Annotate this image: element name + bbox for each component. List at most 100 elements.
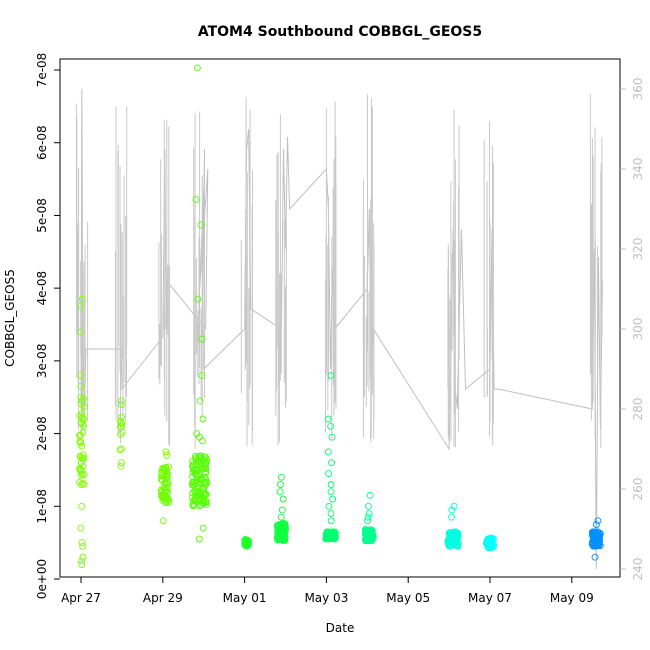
- data-point: [195, 484, 203, 492]
- data-point: [327, 517, 335, 525]
- y2-tick-label: 360: [631, 78, 645, 101]
- x-tick-label: Apr 29: [143, 591, 183, 605]
- data-point: [488, 534, 496, 542]
- y2-tick-label: 260: [631, 478, 645, 501]
- data-point: [77, 371, 85, 379]
- x-axis-label: Date: [326, 621, 355, 635]
- data-point: [276, 488, 284, 496]
- data-point: [278, 534, 286, 542]
- data-point: [244, 537, 251, 545]
- data-point: [277, 473, 285, 481]
- data-point: [195, 535, 203, 543]
- data-point: [163, 472, 171, 480]
- data-point: [364, 517, 372, 525]
- data-point: [163, 479, 170, 487]
- data-point: [78, 442, 86, 450]
- data-point: [323, 531, 331, 539]
- data-point: [277, 481, 284, 488]
- data-point: [448, 506, 456, 514]
- y-tick-label: 5e-08: [35, 198, 49, 233]
- data-point: [327, 481, 335, 488]
- trace-spikes: [158, 119, 171, 447]
- data-point: [486, 534, 494, 542]
- data-point: [596, 542, 604, 550]
- data-point: [197, 221, 205, 229]
- data-point: [452, 532, 460, 540]
- data-point: [75, 478, 83, 486]
- x-tick-label: May 07: [468, 591, 512, 605]
- data-point: [78, 557, 86, 565]
- data-point: [588, 528, 596, 536]
- data-point: [79, 542, 87, 550]
- y2-tick-label: 340: [631, 158, 645, 181]
- data-point: [158, 472, 166, 480]
- data-point: [77, 328, 85, 336]
- trace-spikes: [275, 114, 287, 446]
- y-tick-label: 4e-08: [35, 271, 49, 306]
- data-point: [273, 522, 281, 530]
- data-point: [78, 295, 86, 303]
- data-point: [591, 553, 599, 561]
- data-point: [188, 473, 196, 481]
- data-point: [199, 415, 207, 423]
- data-point: [279, 495, 287, 503]
- y-tick-label: 6e-08: [35, 125, 49, 160]
- data-point: [78, 502, 86, 510]
- plot-frame: [59, 58, 621, 578]
- data-point: [191, 487, 198, 495]
- data-point: [161, 492, 169, 500]
- data-point: [117, 430, 124, 438]
- data-point: [117, 397, 125, 405]
- data-point: [189, 501, 197, 509]
- data-point: [200, 473, 208, 481]
- data-point: [448, 513, 456, 521]
- data-point: [200, 456, 208, 464]
- data-point: [194, 295, 202, 303]
- data-point: [117, 462, 125, 470]
- data-point: [77, 481, 85, 488]
- data-point: [199, 437, 206, 445]
- data-point: [324, 448, 332, 456]
- data-point: [118, 459, 125, 467]
- data-point: [163, 483, 171, 491]
- data-point: [199, 524, 207, 532]
- x-axis: Apr 27 Apr 29 May 01 May 03 May 05 May 07 May …: [61, 577, 594, 605]
- data-point: [327, 371, 335, 379]
- y2-tick-label: 240: [631, 558, 645, 581]
- data-point: [77, 438, 85, 446]
- data-point: [164, 480, 172, 488]
- x-tick-label: May 01: [223, 591, 267, 605]
- trace-spikes: [325, 101, 337, 439]
- data-point: [192, 454, 200, 462]
- data-point: [78, 397, 86, 405]
- data-point: [281, 524, 289, 532]
- x-tick-label: May 05: [386, 591, 430, 605]
- x-tick-label: May 09: [550, 591, 594, 605]
- data-point: [327, 488, 335, 496]
- y-tick-label: 2e-08: [35, 416, 49, 451]
- data-point: [281, 522, 289, 529]
- trace-spikes: [240, 96, 253, 447]
- data-point: [364, 513, 372, 521]
- data-point: [364, 502, 372, 510]
- data-point: [484, 542, 491, 550]
- data-point: [197, 497, 205, 505]
- data-point: [80, 415, 87, 423]
- data-point: [78, 455, 86, 463]
- data-point: [274, 533, 282, 541]
- data-point: [78, 561, 86, 568]
- data-point: [199, 485, 206, 492]
- data-point: [445, 542, 453, 550]
- data-point: [327, 422, 335, 430]
- y-tick-label: 1e-08: [35, 489, 49, 524]
- data-point: [192, 461, 200, 469]
- data-point: [117, 401, 125, 408]
- data-point: [202, 475, 210, 483]
- data-point: [324, 415, 332, 423]
- data-point: [365, 510, 373, 518]
- y-axis-label: COBBGL_GEOS5: [3, 269, 17, 367]
- x-tick-label: May 03: [304, 591, 348, 605]
- y-tick-label: 0e+00: [35, 559, 49, 599]
- data-point: [77, 382, 85, 390]
- trace-spikes: [447, 109, 460, 448]
